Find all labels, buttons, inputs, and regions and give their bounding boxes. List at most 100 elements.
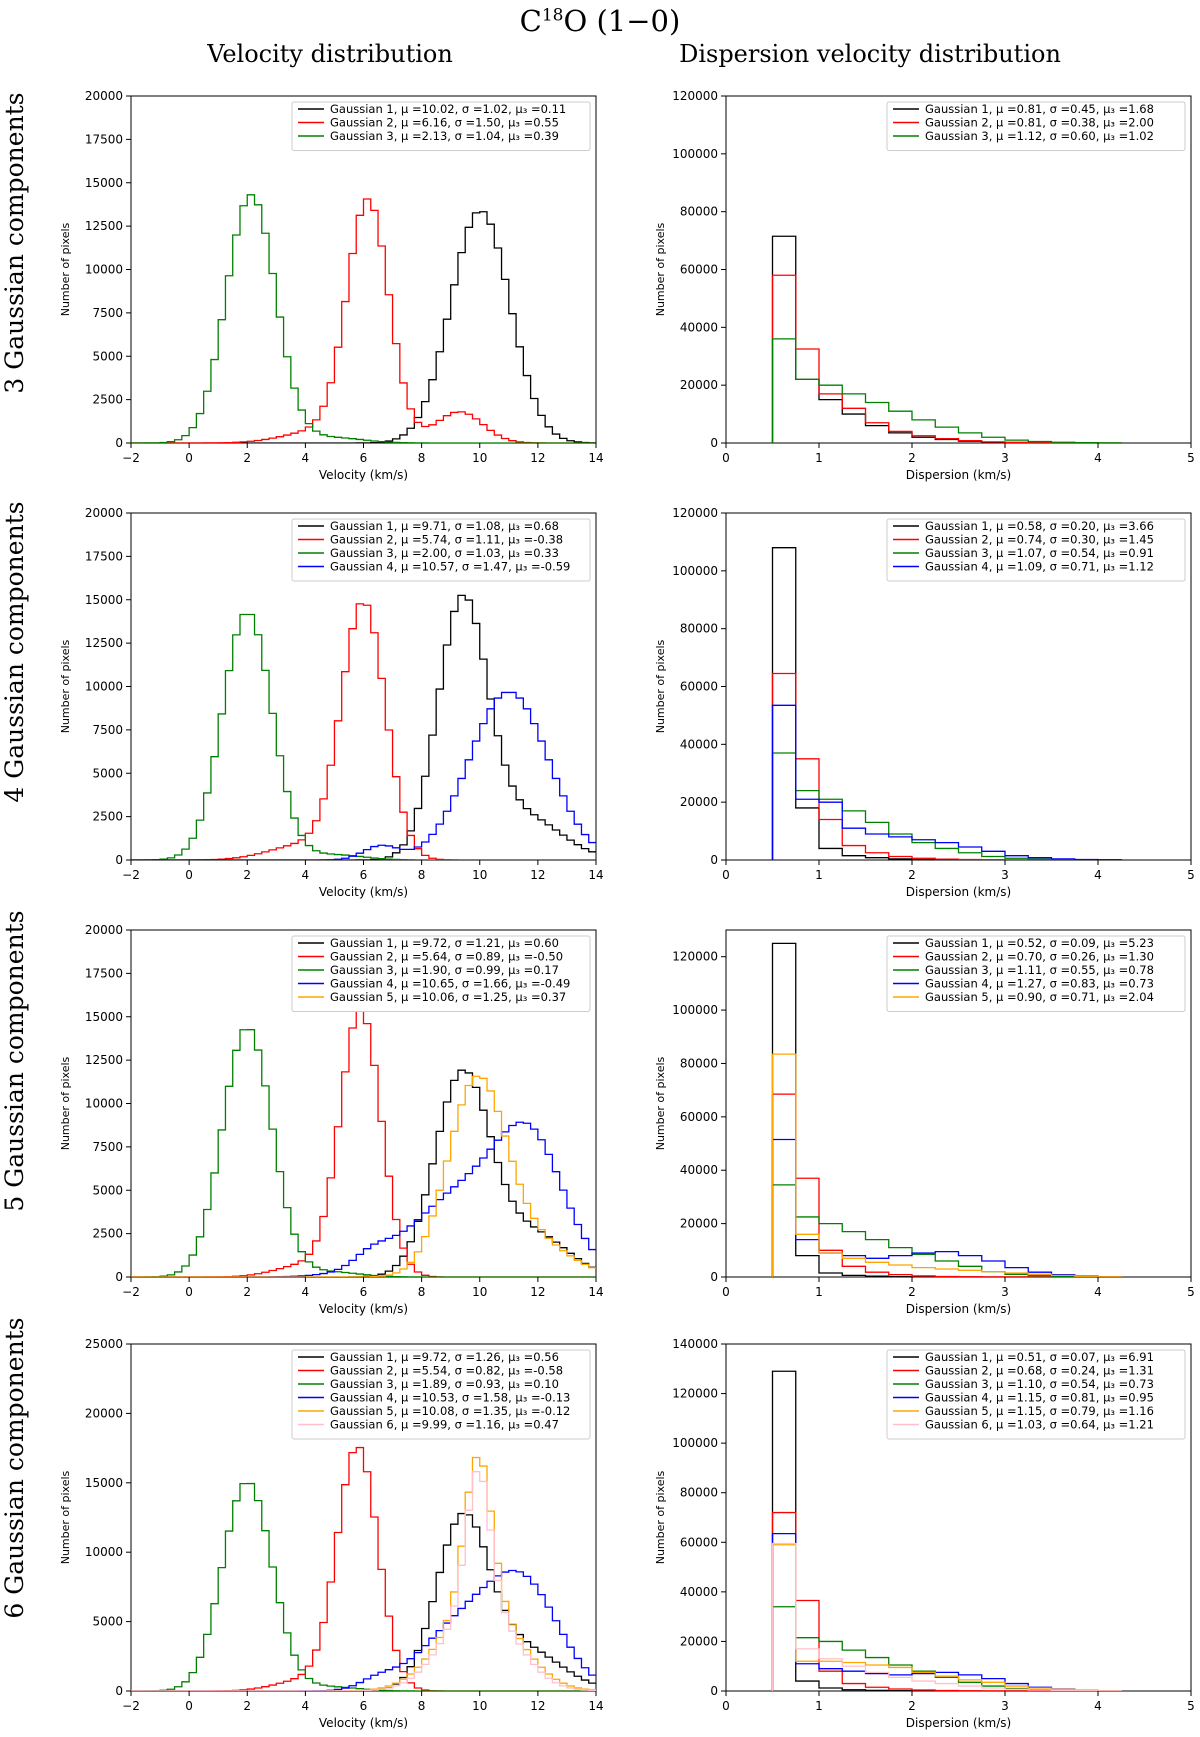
legend-entry: Gaussian 4, μ =1.27, σ =0.83, μ₃ =0.73 [925,977,1154,991]
figure-title: C18O (1−0) [519,4,681,38]
y-tick-label: 7500 [92,306,123,320]
y-tick-label: 20000 [85,89,123,103]
legend: Gaussian 1, μ =0.58, σ =0.20, μ₃ =3.66Ga… [886,518,1186,582]
legend-entry: Gaussian 1, μ =9.72, σ =1.26, μ₃ =0.56 [330,1350,559,1364]
series-gaussian-5 [771,1053,1122,1277]
legend-entry: Gaussian 3, μ =2.13, σ =1.04, μ₃ =0.39 [330,129,559,143]
x-tick-label: −2 [122,868,140,882]
y-axis-label: Number of pixels [654,1470,667,1564]
legend-entry: Gaussian 4, μ =10.57, σ =1.47, μ₃ =-0.59 [330,560,570,574]
x-tick-label: 5 [1187,1285,1195,1299]
legend-entry: Gaussian 4, μ =10.53, σ =1.58, μ₃ =-0.13 [330,1391,570,1405]
x-axis-label: Dispersion (km/s) [906,468,1011,482]
series-gaussian-4 [771,1532,1122,1691]
legend-box [291,935,591,1012]
y-tick-label: 40000 [680,320,718,334]
y-tick-label: 60000 [680,263,718,277]
x-tick-label: 2 [243,451,251,465]
series-gaussian-1 [771,1370,1122,1691]
y-tick-label: 20000 [85,923,123,937]
y-tick-label: 20000 [85,506,123,520]
x-tick-label: 12 [530,451,545,465]
series-gaussian-2 [131,603,596,860]
legend-box [291,101,591,151]
series-gaussian-2 [771,672,1122,860]
x-tick-label: 12 [530,1285,545,1299]
x-tick-label: 0 [722,868,730,882]
legend-box [886,1349,1186,1440]
legend-entry: Gaussian 2, μ =0.81, σ =0.38, μ₃ =2.00 [925,116,1154,130]
y-axis-label: Number of pixels [654,1056,667,1150]
x-tick-label: 4 [302,868,310,882]
x-tick-label: 6 [360,1285,368,1299]
y-axis-label: Number of pixels [59,222,72,316]
x-tick-label: 10 [472,1285,487,1299]
column-title-dispersion: Dispersion velocity distribution [679,40,1061,68]
y-tick-label: 100000 [672,1003,718,1017]
series-gaussian-2 [771,1093,1122,1277]
legend-entry: Gaussian 1, μ =10.02, σ =1.02, μ₃ =0.11 [330,102,566,116]
x-tick-label: 14 [588,868,603,882]
x-axis-label: Velocity (km/s) [319,885,408,899]
plot-area [131,1008,596,1277]
x-tick-label: 4 [1094,1285,1102,1299]
legend: Gaussian 1, μ =0.52, σ =0.09, μ₃ =5.23Ga… [886,935,1186,1012]
y-tick-label: 10000 [85,1097,123,1111]
x-axis-label: Velocity (km/s) [319,1302,408,1316]
figure-title-superscript: 18 [541,5,564,26]
legend-entry: Gaussian 4, μ =1.09, σ =0.71, μ₃ =1.12 [925,560,1154,574]
series-gaussian-3 [771,1606,1122,1691]
x-tick-label: 10 [472,1699,487,1713]
x-tick-label: 2 [243,1699,251,1713]
y-tick-label: 140000 [672,1337,718,1351]
x-tick-label: 14 [588,1699,603,1713]
legend-entry: Gaussian 3, μ =1.10, σ =0.54, μ₃ =0.73 [925,1377,1154,1391]
plot-area [771,547,1122,860]
x-tick-label: 3 [1001,868,1009,882]
chart-vel-4: −2 0 2 4 6 8 10 12 14025005000750010000125001500… [59,506,604,899]
legend: Gaussian 1, μ =9.71, σ =1.08, μ₃ =0.68Ga… [291,518,591,582]
legend-entry: Gaussian 2, μ =5.74, σ =1.11, μ₃ =-0.38 [330,533,563,547]
x-axis-label: Velocity (km/s) [319,1716,408,1730]
series-gaussian-3 [131,1029,596,1277]
y-tick-label: 12500 [85,219,123,233]
legend-entry: Gaussian 2, μ =5.64, σ =0.89, μ₃ =-0.50 [330,950,563,964]
legend-entry: Gaussian 3, μ =2.00, σ =1.03, μ₃ =0.33 [330,546,559,560]
y-tick-label: 100000 [672,1436,718,1450]
chart-vel-6: −2 0 2 4 6 8 10 12 140500010000150002000025000Ve… [59,1337,604,1730]
x-tick-label: 8 [418,451,426,465]
x-tick-label: 4 [302,451,310,465]
x-tick-label: 8 [418,868,426,882]
legend-box [291,1349,591,1440]
y-tick-label: 120000 [672,1387,718,1401]
series-gaussian-1 [771,235,1122,443]
plot-area [771,235,1122,443]
x-tick-label: 8 [418,1285,426,1299]
x-tick-label: 4 [302,1699,310,1713]
series-gaussian-1 [131,211,596,443]
y-tick-label: 7500 [92,723,123,737]
y-tick-label: 60000 [680,680,718,694]
y-tick-label: 80000 [680,1486,718,1500]
y-tick-label: 2500 [92,393,123,407]
y-tick-label: 5000 [92,349,123,363]
x-tick-label: 0 [722,1285,730,1299]
series-gaussian-5 [131,1075,596,1277]
y-tick-label: 100000 [672,564,718,578]
x-tick-label: 3 [1001,451,1009,465]
y-tick-label: 0 [710,436,718,450]
x-axis-label: Dispersion (km/s) [906,1302,1011,1316]
y-tick-label: 15000 [85,593,123,607]
series-gaussian-1 [131,1069,596,1277]
legend-entry: Gaussian 1, μ =9.71, σ =1.08, μ₃ =0.68 [330,519,559,533]
y-tick-label: 60000 [680,1110,718,1124]
series-gaussian-1 [771,942,1122,1277]
x-tick-label: 0 [722,451,730,465]
legend-entry: Gaussian 2, μ =5.54, σ =0.82, μ₃ =-0.58 [330,1364,563,1378]
y-tick-label: 2500 [92,1227,123,1241]
y-tick-label: 2500 [92,810,123,824]
series-gaussian-1 [771,547,1122,860]
legend-entry: Gaussian 3, μ =1.12, σ =0.60, μ₃ =1.02 [925,129,1154,143]
y-tick-label: 80000 [680,622,718,636]
y-tick-label: 0 [115,436,123,450]
